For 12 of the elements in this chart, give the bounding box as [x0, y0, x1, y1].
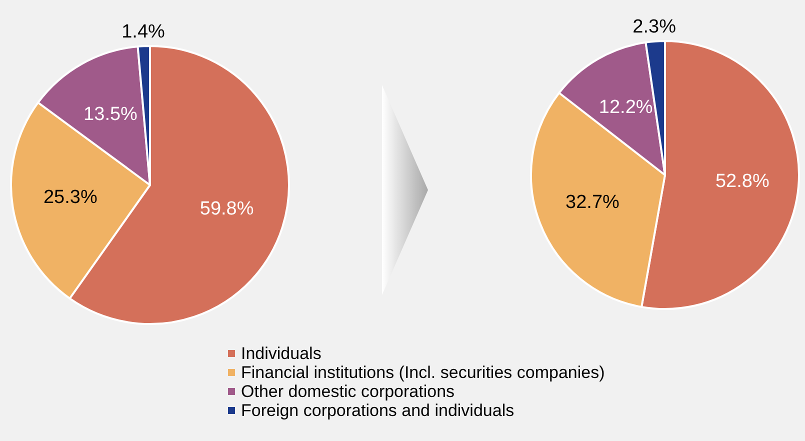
data-label: 52.8% [715, 171, 770, 192]
data-label: 25.3% [43, 187, 98, 208]
data-label: 12.2% [598, 97, 653, 118]
legend-label: Other domestic corporations [241, 382, 455, 401]
legend-label: Financial institutions (Incl. securities companies) [241, 363, 605, 382]
data-label: 13.5% [84, 104, 138, 125]
data-label: 59.8% [200, 198, 254, 220]
data-label: 2.3% [632, 16, 676, 38]
data-label: 1.4% [122, 21, 166, 42]
legend-label: Foreign corporations and individuals [241, 401, 514, 420]
legend-label: Individuals [241, 344, 322, 363]
data-label: 32.7% [566, 192, 620, 214]
